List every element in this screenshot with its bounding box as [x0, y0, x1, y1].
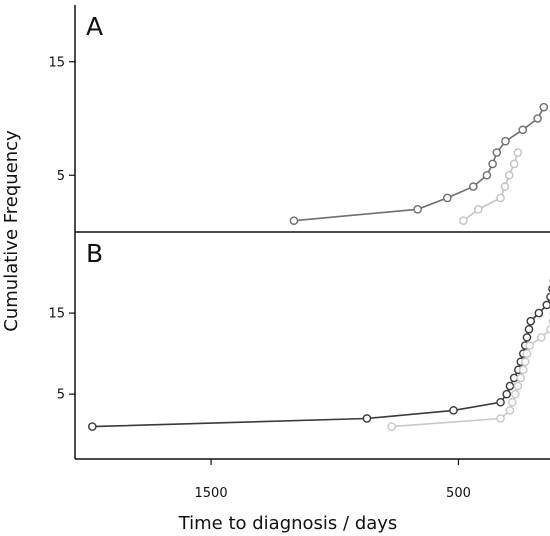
panel-a-series-1-point — [443, 193, 452, 203]
x-tick-label: 1500 — [195, 486, 228, 501]
x-axis-title: Time to diagnosis / days — [178, 513, 398, 534]
panel-a-series-2-point — [504, 170, 514, 180]
x-tick-label: 500 — [446, 486, 471, 501]
panel-b-y-tick-label: 5 — [57, 388, 65, 403]
panel-b-series-1-point — [449, 406, 458, 415]
panel-a-series-1-line — [293, 106, 545, 222]
panel-a-series-1-point — [413, 204, 422, 214]
panel-b-series-2-point — [505, 406, 515, 415]
panel-b-label: B — [86, 239, 103, 268]
panel-b-series-2-line — [391, 328, 550, 428]
panel-b-series-2-point — [513, 381, 523, 391]
panel-a-series-2-point — [500, 182, 510, 191]
panel-b-series-1-point — [526, 316, 536, 326]
panel-b-series-2-point — [518, 365, 528, 375]
panel-b-series-2-point — [546, 325, 550, 334]
panel-b-series-1-point — [505, 381, 515, 391]
panel-b-series-2-point — [511, 389, 520, 399]
panel-a-series-1-point — [488, 159, 497, 169]
panel-b-series-2-point — [525, 341, 535, 350]
panel-b-series-1-point — [88, 422, 97, 431]
panel-a-series-2-point — [459, 216, 468, 225]
panel-b: 5 15 1500 500 B — [48, 232, 550, 501]
panel-b-series-1-point — [546, 292, 550, 302]
panel-b-series-2-point — [508, 397, 517, 407]
panel-b-series-1-point — [522, 333, 532, 342]
panel-a-series-2-point — [513, 148, 523, 157]
panel-a-series-1-point — [482, 170, 492, 180]
panel-a-series-1-point — [518, 125, 528, 135]
panel-b-series-1-point — [502, 389, 512, 399]
panel-a-series-2-point — [509, 159, 519, 169]
panel-a-series-2-point — [496, 193, 505, 203]
panel-a-label: A — [86, 12, 103, 41]
panel-b-series-2-point — [387, 422, 396, 431]
panel-b-series-1-point — [534, 308, 544, 318]
panel-a-y-tick-label: 15 — [48, 55, 65, 70]
panel-b-series-1-point — [496, 397, 505, 407]
panel-a-series-1-point — [533, 114, 542, 123]
panel-b-series-1-point — [362, 414, 372, 423]
panel-b-y-tick-label: 15 — [48, 307, 65, 322]
panel-b-series-1-line — [92, 295, 550, 428]
panel-b-series-1-point — [542, 300, 550, 310]
panel-a-series-2-point — [473, 204, 483, 214]
panel-b-series-2-point — [520, 357, 530, 367]
panel-a-series-1-point — [539, 102, 549, 112]
panel-b-series-2-point — [522, 349, 532, 358]
panel-a-series-1-point — [289, 216, 299, 225]
y-axis-title: Cumulative Frequency — [1, 130, 22, 332]
panel-a-series-1-point — [492, 148, 502, 157]
panel-a-series-1-point — [501, 136, 510, 146]
panel-a-y-tick-label: 5 — [57, 169, 65, 184]
panel-a: 5 15 A — [48, 5, 550, 233]
panel-b-series-2-point — [516, 373, 526, 383]
panel-b-series-1-point — [524, 324, 534, 334]
panel-a-series-1-point — [469, 182, 478, 191]
panel-b-series-2-point — [496, 414, 505, 423]
panel-b-series-2-point — [537, 333, 546, 342]
